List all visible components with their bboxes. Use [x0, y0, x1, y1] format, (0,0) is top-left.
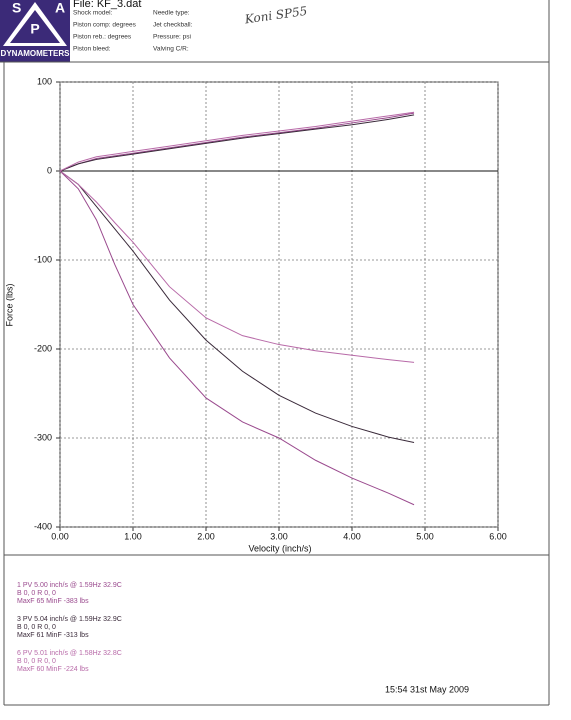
data-line: [59, 111, 415, 172]
field: Valving C/R:: [153, 46, 189, 53]
legend-entry: 1 PV 5.00 inch/s @ 1.59Hz 32.9C: [17, 582, 122, 589]
x-tick-label: 3.00: [270, 531, 288, 541]
y-tick-label: -300: [34, 432, 52, 442]
field: Shock model:: [73, 10, 113, 17]
x-axis-label: Velocity (inch/s): [248, 543, 311, 553]
y-tick-label: 0: [47, 165, 52, 175]
logo-triangle-inner: [10, 10, 60, 43]
legend-detail: B 0, 0 R 0, 0: [17, 658, 56, 665]
legend-entry: 6 PV 5.01 inch/s @ 1.58Hz 32.8C: [17, 650, 122, 657]
legend-detail: MaxF 65 MinF -383 lbs: [17, 598, 89, 605]
data-line: [59, 170, 415, 363]
field: Needle type:: [153, 10, 190, 17]
x-tick-label: 2.00: [197, 531, 215, 541]
data-line: [59, 112, 415, 172]
field: Piston comp: degrees: [73, 22, 137, 29]
x-tick-label: 0.00: [51, 531, 69, 541]
field: Pressure: psi: [153, 34, 191, 41]
logo-letter: P: [30, 21, 39, 37]
x-tick-label: 6.00: [489, 531, 507, 541]
field: Piston reb.: degrees: [73, 34, 132, 41]
legend-entry: 3 PV 5.04 inch/s @ 1.59Hz 32.9C: [17, 616, 122, 623]
y-axis-label: Force (lbs): [4, 283, 14, 326]
legend-detail: MaxF 61 MinF -313 lbs: [17, 632, 89, 639]
file-name: File: KF_3.dat: [73, 0, 141, 10]
timestamp: 15:54 31st May 2009: [385, 684, 469, 694]
y-tick-label: -400: [34, 521, 52, 531]
x-tick-label: 4.00: [343, 531, 361, 541]
legend-detail: B 0, 0 R 0, 0: [17, 590, 56, 597]
field: Jet checkball:: [153, 22, 193, 29]
logo-letter: A: [55, 0, 65, 16]
data-line: [59, 114, 415, 172]
data-line: [59, 170, 415, 506]
x-tick-label: 5.00: [416, 531, 434, 541]
x-tick-label: 1.00: [124, 531, 142, 541]
y-tick-label: 100: [37, 76, 52, 86]
logo-letter: S: [12, 0, 21, 16]
y-tick-label: -100: [34, 254, 52, 264]
legend-detail: B 0, 0 R 0, 0: [17, 624, 56, 631]
logo-name: DYNAMOMETERS: [1, 49, 71, 58]
legend-detail: MaxF 60 MinF -224 lbs: [17, 666, 89, 673]
y-tick-label: -200: [34, 343, 52, 353]
field: Piston bleed:: [73, 46, 111, 53]
data-line: [59, 170, 415, 443]
